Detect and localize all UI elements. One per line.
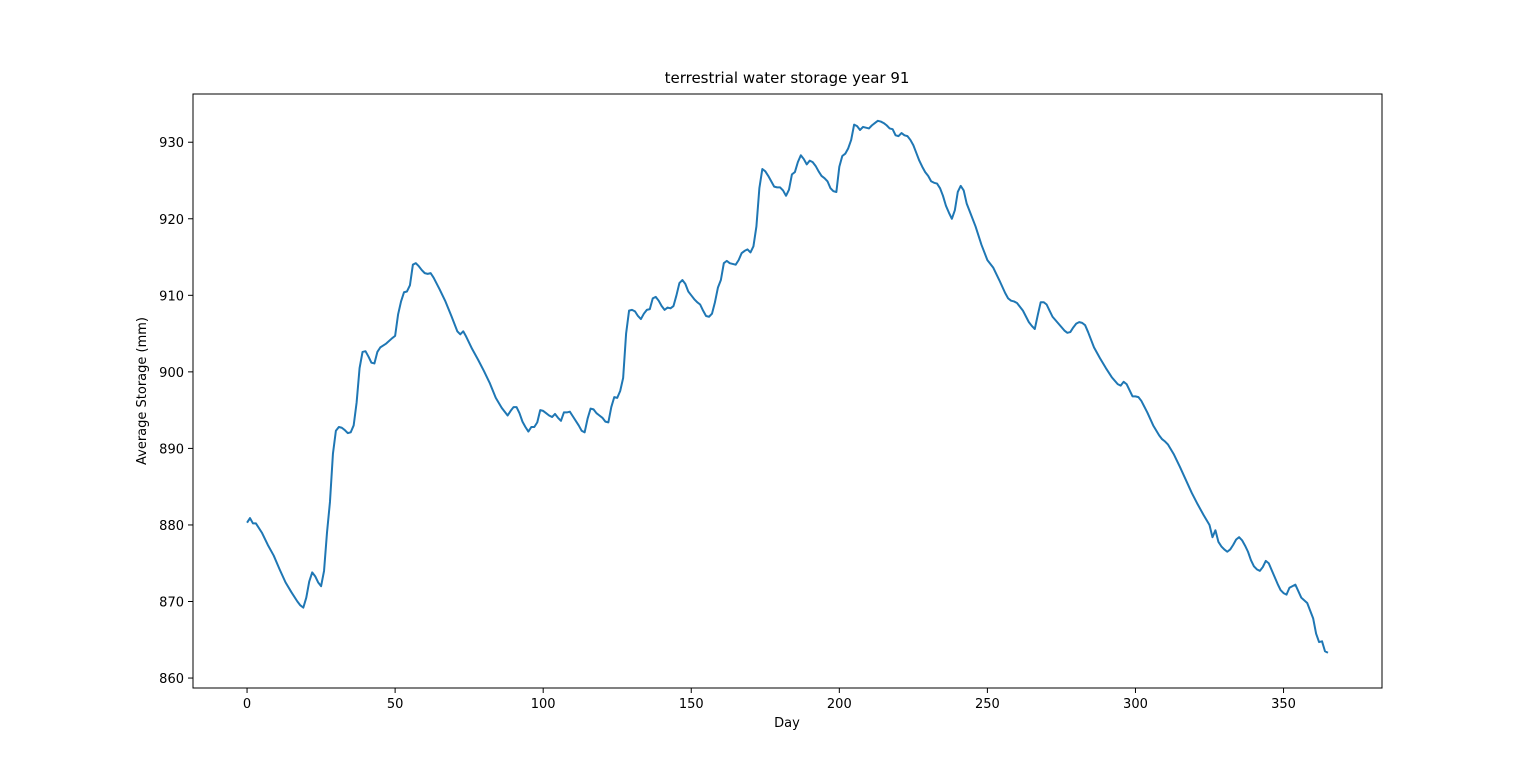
x-tick-label: 300 — [1123, 697, 1148, 712]
y-tick-label: 880 — [159, 519, 184, 534]
axes-frame — [192, 93, 1383, 689]
x-tick-label: 200 — [827, 697, 852, 712]
x-tick-label: 0 — [243, 697, 251, 712]
y-tick-label: 910 — [159, 289, 184, 304]
y-tick-label: 860 — [159, 672, 184, 687]
chart-title: terrestrial water storage year 91 — [665, 69, 910, 87]
y-axis-label: Average Storage (mm) — [135, 317, 150, 465]
x-tick-label: 50 — [387, 697, 404, 712]
data-line — [246, 119, 1329, 654]
y-tick-label: 890 — [159, 442, 184, 457]
y-tick-label: 930 — [159, 136, 184, 151]
y-tick-label: 900 — [159, 366, 184, 381]
x-tick-label: 250 — [975, 697, 1000, 712]
y-tick-label: 870 — [159, 596, 184, 611]
x-tick-label: 150 — [679, 697, 704, 712]
y-tick-label: 920 — [159, 213, 184, 228]
plot-area: 0 50 100 150 200 250 300 350 860 870 880 890 900 910 9… — [159, 119, 1329, 712]
x-axis-label: Day — [774, 716, 800, 731]
x-tick-label: 350 — [1271, 697, 1296, 712]
x-tick-label: 100 — [531, 697, 556, 712]
